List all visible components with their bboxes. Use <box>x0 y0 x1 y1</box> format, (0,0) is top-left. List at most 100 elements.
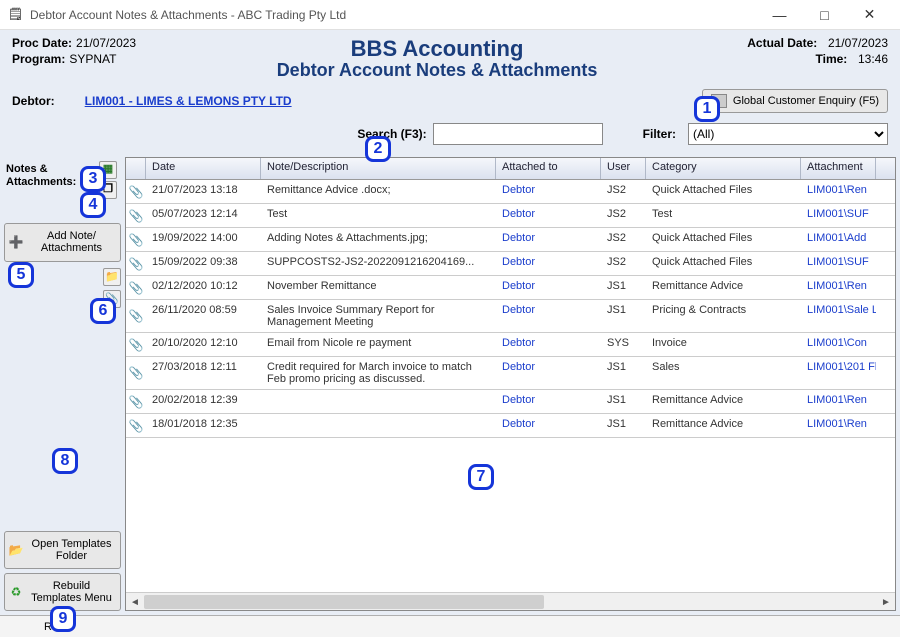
cell-attachment[interactable]: LIM001\SUF <box>801 204 876 227</box>
add-note-attachments-button[interactable]: ➕ Add Note/ Attachments <box>4 223 121 261</box>
cell-attachedto[interactable]: Debtor <box>496 333 601 356</box>
minimize-button[interactable]: — <box>757 0 802 30</box>
grid-body[interactable]: 📎21/07/2023 13:18Remittance Advice .docx… <box>126 180 895 592</box>
table-row[interactable]: 📎05/07/2023 12:14TestDebtorJS2TestLIM001… <box>126 204 895 228</box>
cell-date: 15/09/2022 09:38 <box>146 252 261 275</box>
table-row[interactable]: 📎20/02/2018 12:39DebtorJS1Remittance Adv… <box>126 390 895 414</box>
cell-description: November Remittance <box>261 276 496 299</box>
cell-attachedto[interactable]: Debtor <box>496 276 601 299</box>
scroll-thumb[interactable] <box>144 595 544 609</box>
cell-attachment[interactable]: LIM001\SUF <box>801 252 876 275</box>
search-input[interactable] <box>433 123 603 145</box>
cell-user: JS2 <box>601 252 646 275</box>
paperclip-icon: 📎 <box>126 333 146 356</box>
cell-description <box>261 390 496 413</box>
cell-attachedto[interactable]: Debtor <box>496 204 601 227</box>
cell-user: JS1 <box>601 300 646 332</box>
cell-attachment[interactable]: LIM001\Add <box>801 228 876 251</box>
paperclip-icon[interactable]: 📎 <box>103 290 121 308</box>
table-row[interactable]: 📎21/07/2023 13:18Remittance Advice .docx… <box>126 180 895 204</box>
cell-attachment[interactable]: LIM001\Ren <box>801 276 876 299</box>
cell-category: Quick Attached Files <box>646 252 801 275</box>
plus-icon: ➕ <box>9 235 23 249</box>
paperclip-icon: 📎 <box>126 180 146 203</box>
cell-user: JS1 <box>601 276 646 299</box>
scroll-right-arrow[interactable]: ► <box>877 593 895 611</box>
cell-user: JS1 <box>601 414 646 437</box>
rolodex-icon <box>711 94 727 108</box>
cell-attachedto[interactable]: Debtor <box>496 180 601 203</box>
notes-attachments-label: Notes & Attachments: ▦ ❐ <box>4 157 121 189</box>
proc-date-label: Proc Date: <box>12 36 72 50</box>
cell-attachedto[interactable]: Debtor <box>496 357 601 389</box>
table-row[interactable]: 📎02/12/2020 10:12November RemittanceDebt… <box>126 276 895 300</box>
cell-description: Remittance Advice .docx; <box>261 180 496 203</box>
cell-date: 02/12/2020 10:12 <box>146 276 261 299</box>
table-row[interactable]: 📎20/10/2020 12:10Email from Nicole re pa… <box>126 333 895 357</box>
cell-attachment[interactable]: LIM001\Ren <box>801 180 876 203</box>
col-header-category[interactable]: Category <box>646 158 801 179</box>
col-header-date[interactable]: Date <box>146 158 261 179</box>
cell-category: Invoice <box>646 333 801 356</box>
cell-date: 21/07/2023 13:18 <box>146 180 261 203</box>
cell-attachment[interactable]: LIM001\Ren <box>801 390 876 413</box>
paperclip-icon: 📎 <box>126 276 146 299</box>
paperclip-icon: 📎 <box>126 204 146 227</box>
cell-date: 19/09/2022 14:00 <box>146 228 261 251</box>
table-row[interactable]: 📎26/11/2020 08:59Sales Invoice Summary R… <box>126 300 895 333</box>
cell-user: SYS <box>601 333 646 356</box>
cell-description: Adding Notes & Attachments.jpg; <box>261 228 496 251</box>
horizontal-scrollbar[interactable]: ◄ ► <box>126 592 895 610</box>
cell-user: JS2 <box>601 204 646 227</box>
export-excel-icon[interactable]: ▦ <box>99 161 117 179</box>
rebuild-templates-menu-button[interactable]: ♻ Rebuild Templates Menu <box>4 573 121 611</box>
close-button[interactable]: ✕ <box>847 0 892 30</box>
paperclip-icon: 📎 <box>126 390 146 413</box>
app-title: BBS Accounting <box>277 36 598 62</box>
program-value: SYPNAT <box>69 52 116 66</box>
scroll-left-arrow[interactable]: ◄ <box>126 593 144 611</box>
cell-attachment[interactable]: LIM001\201 Flyer.pdf <box>801 357 876 389</box>
gce-button-label: Global Customer Enquiry (F5) <box>733 95 879 107</box>
app-icon: 🗒 <box>8 7 24 23</box>
col-header-attachedto[interactable]: Attached to <box>496 158 601 179</box>
cell-date: 27/03/2018 12:11 <box>146 357 261 389</box>
copy-icon[interactable]: ❐ <box>99 181 117 199</box>
cell-attachedto[interactable]: Debtor <box>496 252 601 275</box>
table-row[interactable]: 📎19/09/2022 14:00Adding Notes & Attachme… <box>126 228 895 252</box>
cell-attachedto[interactable]: Debtor <box>496 414 601 437</box>
program-label: Program: <box>12 52 65 66</box>
cell-attachedto[interactable]: Debtor <box>496 300 601 332</box>
col-header-user[interactable]: User <box>601 158 646 179</box>
cell-attachedto[interactable]: Debtor <box>496 390 601 413</box>
recycle-icon: ♻ <box>9 585 23 599</box>
table-row[interactable]: 📎27/03/2018 12:11Credit required for Mar… <box>126 357 895 390</box>
maximize-button[interactable]: □ <box>802 0 847 30</box>
cell-description: Test <box>261 204 496 227</box>
folder-attach-icon[interactable]: 📁 <box>103 268 121 286</box>
table-row[interactable]: 📎18/01/2018 12:35DebtorJS1Remittance Adv… <box>126 414 895 438</box>
filter-select[interactable]: (All) <box>688 123 888 145</box>
cell-attachedto[interactable]: Debtor <box>496 228 601 251</box>
col-header-attachment[interactable]: Attachment <box>801 158 876 179</box>
cell-attachment[interactable]: LIM001\Con <box>801 333 876 356</box>
table-row[interactable]: 📎15/09/2022 09:38SUPPCOSTS2-JS2-20220912… <box>126 252 895 276</box>
debtor-link[interactable]: LIM001 - LIMES & LEMONS PTY LTD <box>85 94 292 108</box>
window-buttons: — □ ✕ <box>757 0 892 30</box>
proc-date-value: 21/07/2023 <box>76 36 136 50</box>
cell-attachment[interactable]: LIM001\Sale LIM001 202 <box>801 300 876 332</box>
cell-category: Remittance Advice <box>646 390 801 413</box>
open-templates-folder-button[interactable]: 📂 Open Templates Folder <box>4 531 121 569</box>
cell-user: JS2 <box>601 228 646 251</box>
col-header-description[interactable]: Note/Description <box>261 158 496 179</box>
cell-description: Email from Nicole re payment <box>261 333 496 356</box>
cell-description <box>261 414 496 437</box>
cell-attachment[interactable]: LIM001\Ren <box>801 414 876 437</box>
paperclip-icon: 📎 <box>126 414 146 437</box>
time-value: 13:46 <box>858 52 888 66</box>
global-customer-enquiry-button[interactable]: Global Customer Enquiry (F5) <box>702 89 888 113</box>
search-label: Search (F3): <box>357 127 426 141</box>
time-label: Time: <box>816 52 848 66</box>
cell-date: 26/11/2020 08:59 <box>146 300 261 332</box>
cell-description: SUPPCOSTS2-JS2-2022091216204169... <box>261 252 496 275</box>
